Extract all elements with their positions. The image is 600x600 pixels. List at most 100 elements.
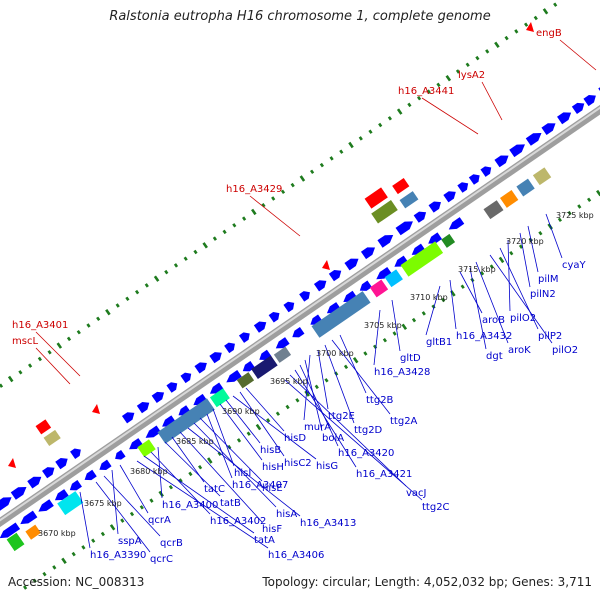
kbp-scale-label: 3720 kbp [506, 237, 544, 246]
feature-block-lime [137, 439, 156, 458]
tick-row-inner-tick [139, 505, 144, 510]
blue-label-leader [79, 491, 91, 549]
feature-block-green [6, 532, 25, 552]
leader-layer [35, 39, 597, 553]
feature-label: h16_A3429 [226, 184, 282, 195]
gene-label: ttg2E [328, 411, 355, 422]
gene-label: vacJ [406, 488, 427, 499]
blue-label-leader [507, 239, 511, 312]
red-label-leader [421, 97, 479, 135]
kbp-scale-label: 3725 kbp [556, 211, 594, 220]
feature-label: h16_A3401 [12, 320, 68, 331]
tick-row-outer-tick [542, 8, 549, 15]
gene-reverse-arrow [145, 425, 162, 438]
gene-label: ttg2B [366, 395, 394, 406]
feature-block-steelblue [311, 291, 371, 338]
gene-forward-arrow [480, 166, 492, 177]
gene-reverse-arrow [0, 522, 21, 539]
chromosome-backbone-highlight [0, 106, 600, 522]
tick-row-inner-tick [23, 585, 28, 590]
blue-label-leader [284, 379, 423, 501]
gene-label: h16_A3420 [338, 448, 394, 459]
blue-label-leader [324, 344, 355, 424]
tick-row-outer-tick [18, 370, 23, 375]
gene-label: dgt [486, 351, 503, 362]
gene-label: h16_A3407 [232, 480, 288, 491]
blue-label-leader [219, 403, 263, 461]
tick-row-inner-tick [480, 271, 485, 276]
feature-outer-red [392, 177, 410, 195]
kbp-scale-label: 3695 kbp [270, 377, 308, 386]
tick-row-outer-tick [485, 49, 490, 54]
tick-row-outer-tick [290, 182, 295, 188]
gene-label: hisD [284, 433, 306, 444]
tick-row-inner-tick [236, 438, 242, 443]
blue-label-leader [459, 271, 483, 314]
gene-forward-arrow [194, 362, 207, 374]
gene-forward-arrow [268, 311, 280, 323]
tick-row-outer-tick [455, 69, 461, 74]
tick-row-inner-tick [343, 364, 349, 370]
feature-block-gray [483, 200, 504, 220]
tick-row-outer-tick [445, 74, 452, 82]
gene-forward-arrow [70, 448, 81, 460]
blue-label-leader [527, 225, 539, 273]
blue-label-leader [225, 399, 261, 444]
tick-row-inner-tick [518, 244, 524, 249]
tick-row-outer-tick [504, 35, 509, 41]
gene-label: h16_A3390 [90, 550, 146, 561]
gene-reverse-arrow [292, 327, 305, 338]
red-label-leader [35, 347, 71, 385]
blue-label-leader [339, 334, 367, 394]
tick-row-inner-tick [168, 484, 173, 490]
tick-row-inner-tick [149, 498, 154, 503]
tick-row-outer-tick [475, 55, 480, 61]
blue-label-leader [289, 374, 407, 487]
tick-row-inner-tick [61, 557, 67, 565]
gene-label: qcrB [160, 538, 183, 549]
tick-row-inner-tick [450, 290, 456, 297]
map-title: Ralstonia eutropha H16 chromosome 1, com… [109, 9, 491, 24]
marker-triangle [526, 22, 534, 32]
blue-label-leader [489, 254, 553, 344]
tick-row-outer-tick [153, 275, 160, 282]
feature-block-steelblue [516, 178, 535, 197]
feature-layer [0, 22, 600, 552]
kbp-scale-label: 3685 kbp [176, 437, 214, 446]
tick-row-outer-tick [0, 383, 4, 388]
gene-forward-arrow [557, 112, 572, 125]
tick-row-outer-tick [465, 62, 470, 68]
gene-label: hisE [262, 483, 283, 494]
tick-row-outer-tick [135, 289, 140, 295]
tick-row-inner-tick [314, 384, 319, 390]
blue-label-leader [317, 349, 329, 410]
gene-label: hisC2 [284, 458, 312, 469]
gene-forward-arrow [360, 247, 376, 260]
kbp-scale-label: 3710 kbp [410, 293, 448, 302]
feature-block-cyan [57, 491, 84, 516]
gene-forward-arrow [413, 211, 427, 223]
gene-forward-arrow [10, 487, 27, 500]
tick-row-inner-tick [198, 464, 203, 470]
blue-label-leader [519, 232, 531, 288]
blue-label-leader [469, 267, 487, 350]
tick-row-inner-tick [91, 538, 96, 543]
gene-forward-arrow [27, 476, 42, 489]
tick-row-outer-tick [339, 149, 344, 154]
tick-row-outer-tick [222, 229, 227, 235]
gene-label: hisA [276, 509, 297, 520]
tick-row-inner-tick [567, 210, 572, 216]
gene-forward-arrow [55, 458, 68, 470]
tick-row-outer-tick [387, 116, 392, 121]
tick-row-outer-tick [358, 136, 363, 141]
tick-row-inner-tick [158, 490, 164, 498]
gene-forward-arrow [541, 123, 556, 136]
tick-row-inner-tick [557, 217, 562, 223]
tick-row-outer-tick [426, 89, 431, 94]
gene-label: tatC [204, 484, 225, 495]
feature-label: engB [536, 28, 562, 39]
gene-label: murA [304, 422, 331, 433]
kbp-scale-label: 3700 kbp [316, 349, 354, 358]
